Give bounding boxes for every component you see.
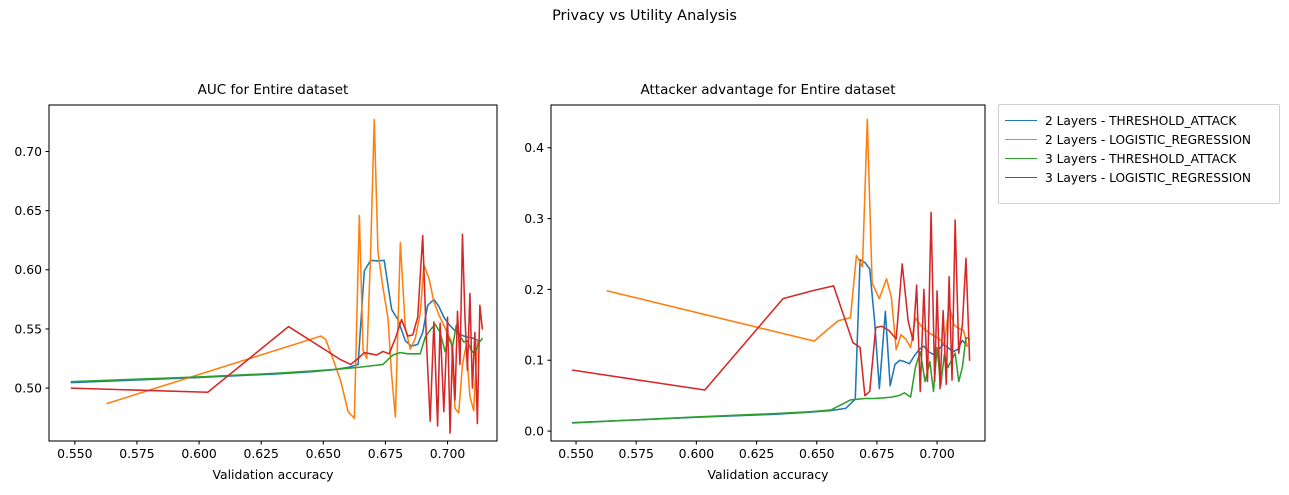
axes-frame [48,104,498,442]
y-tick-label: 0.3 [524,211,544,226]
y-tick-label: 0.70 [14,144,42,159]
y-tick-label: 0.55 [14,321,42,336]
axes-frame [550,104,986,442]
legend-entry: 3 Layers - THRESHOLD_ATTACK [999,149,1279,168]
series-line [571,211,971,397]
axes-title: AUC for Entire dataset [198,82,349,98]
x-tick-label: 0.575 [618,446,653,461]
axes-title: Attacker advantage for Entire dataset [640,82,895,98]
x-tick-label: 0.575 [119,446,154,461]
series-line [70,259,480,384]
x-tick-label: 0.700 [430,446,466,461]
y-tick-label: 0.50 [14,381,42,396]
x-tick-label: 0.600 [181,446,217,461]
x-tick-label: 0.675 [368,446,403,461]
legend-label: 3 Layers - THRESHOLD_ATTACK [1045,151,1237,166]
legend-label: 2 Layers - LOGISTIC_REGRESSION [1045,132,1252,147]
y-tick-label: 0.60 [14,262,42,277]
x-tick-label: 0.600 [679,446,715,461]
legend-entry: 2 Layers - LOGISTIC_REGRESSION [999,130,1279,149]
legend-entry: 2 Layers - THRESHOLD_ATTACK [999,111,1279,130]
x-tick-label: 0.550 [558,446,594,461]
legend-swatch [1005,120,1037,121]
x-axis-label: Validation accuracy [212,467,333,482]
legend: 2 Layers - THRESHOLD_ATTACK 2 Layers - LO… [998,104,1280,204]
axes-auc-plot: AUC for Entire dataset 0.550 0.575 0.600 0.6… [14,82,498,482]
y-tick-label: 0.0 [524,423,544,438]
y-tick-label: 0.4 [524,140,544,155]
x-tick-label: 0.675 [859,446,894,461]
axes-attacker-advantage-plot: Attacker advantage for Entire dataset 0.5… [524,82,986,482]
series-line [70,323,484,383]
x-tick-label: 0.700 [919,446,955,461]
figure-suptitle: Privacy vs Utility Analysis [552,8,737,24]
x-tick-label: 0.550 [57,446,93,461]
legend-label: 3 Layers - LOGISTIC_REGRESSION [1045,170,1252,185]
series-line [606,118,968,351]
legend-entry: 3 Layers - LOGISTIC_REGRESSION [999,168,1279,187]
legend-swatch [1005,177,1037,178]
series-line [106,118,479,420]
y-tick-label: 0.1 [524,353,544,368]
x-axis-label: Validation accuracy [707,467,828,482]
x-tick-label: 0.650 [306,446,342,461]
x-tick-label: 0.650 [799,446,835,461]
series-line [571,336,971,424]
y-tick-label: 0.65 [14,203,42,218]
y-tick-label: 0.2 [524,282,544,297]
series-line [70,233,484,434]
legend-swatch [1005,158,1037,159]
series-line [571,258,968,424]
x-tick-label: 0.625 [243,446,278,461]
x-tick-label: 0.625 [739,446,774,461]
legend-label: 2 Layers - THRESHOLD_ATTACK [1045,113,1237,128]
legend-swatch [1005,139,1037,140]
